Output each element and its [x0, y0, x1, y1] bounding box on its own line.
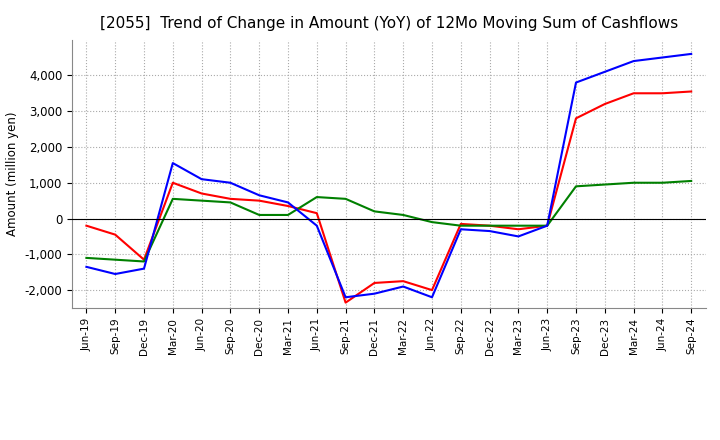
- Operating Cashflow: [399, 279, 408, 284]
- Free Cashflow: [428, 295, 436, 300]
- Investing Cashflow: [226, 200, 235, 205]
- Free Cashflow: [82, 264, 91, 269]
- Operating Cashflow: [82, 223, 91, 228]
- Free Cashflow: [168, 161, 177, 166]
- Investing Cashflow: [629, 180, 638, 185]
- Investing Cashflow: [600, 182, 609, 187]
- Operating Cashflow: [658, 91, 667, 96]
- Free Cashflow: [197, 176, 206, 182]
- Line: Free Cashflow: Free Cashflow: [86, 54, 691, 297]
- Free Cashflow: [140, 266, 148, 271]
- Operating Cashflow: [226, 196, 235, 202]
- Operating Cashflow: [572, 116, 580, 121]
- Investing Cashflow: [514, 223, 523, 228]
- Investing Cashflow: [168, 196, 177, 202]
- Operating Cashflow: [140, 257, 148, 262]
- Y-axis label: Amount (million yen): Amount (million yen): [6, 112, 19, 236]
- Free Cashflow: [485, 228, 494, 234]
- Operating Cashflow: [428, 287, 436, 293]
- Investing Cashflow: [140, 259, 148, 264]
- Free Cashflow: [572, 80, 580, 85]
- Operating Cashflow: [168, 180, 177, 185]
- Free Cashflow: [658, 55, 667, 60]
- Operating Cashflow: [370, 280, 379, 286]
- Operating Cashflow: [341, 300, 350, 305]
- Operating Cashflow: [514, 227, 523, 232]
- Investing Cashflow: [658, 180, 667, 185]
- Free Cashflow: [111, 271, 120, 277]
- Operating Cashflow: [629, 91, 638, 96]
- Free Cashflow: [543, 223, 552, 228]
- Title: [2055]  Trend of Change in Amount (YoY) of 12Mo Moving Sum of Cashflows: [2055] Trend of Change in Amount (YoY) o…: [99, 16, 678, 32]
- Operating Cashflow: [485, 223, 494, 228]
- Operating Cashflow: [312, 210, 321, 216]
- Investing Cashflow: [111, 257, 120, 262]
- Free Cashflow: [514, 234, 523, 239]
- Line: Investing Cashflow: Investing Cashflow: [86, 181, 691, 261]
- Investing Cashflow: [82, 255, 91, 260]
- Free Cashflow: [629, 59, 638, 64]
- Free Cashflow: [226, 180, 235, 185]
- Operating Cashflow: [600, 101, 609, 106]
- Free Cashflow: [399, 284, 408, 289]
- Line: Operating Cashflow: Operating Cashflow: [86, 92, 691, 303]
- Operating Cashflow: [197, 191, 206, 196]
- Investing Cashflow: [572, 183, 580, 189]
- Investing Cashflow: [485, 223, 494, 228]
- Free Cashflow: [687, 51, 696, 57]
- Free Cashflow: [341, 295, 350, 300]
- Investing Cashflow: [370, 209, 379, 214]
- Free Cashflow: [255, 193, 264, 198]
- Investing Cashflow: [197, 198, 206, 203]
- Investing Cashflow: [341, 196, 350, 202]
- Investing Cashflow: [543, 223, 552, 228]
- Investing Cashflow: [687, 178, 696, 183]
- Investing Cashflow: [456, 223, 465, 228]
- Operating Cashflow: [111, 232, 120, 237]
- Free Cashflow: [284, 200, 292, 205]
- Investing Cashflow: [399, 213, 408, 218]
- Free Cashflow: [456, 227, 465, 232]
- Operating Cashflow: [456, 221, 465, 227]
- Free Cashflow: [370, 291, 379, 296]
- Operating Cashflow: [543, 223, 552, 228]
- Operating Cashflow: [255, 198, 264, 203]
- Operating Cashflow: [284, 203, 292, 209]
- Investing Cashflow: [428, 220, 436, 225]
- Investing Cashflow: [255, 213, 264, 218]
- Investing Cashflow: [312, 194, 321, 200]
- Free Cashflow: [600, 69, 609, 74]
- Investing Cashflow: [284, 213, 292, 218]
- Free Cashflow: [312, 223, 321, 228]
- Operating Cashflow: [687, 89, 696, 94]
